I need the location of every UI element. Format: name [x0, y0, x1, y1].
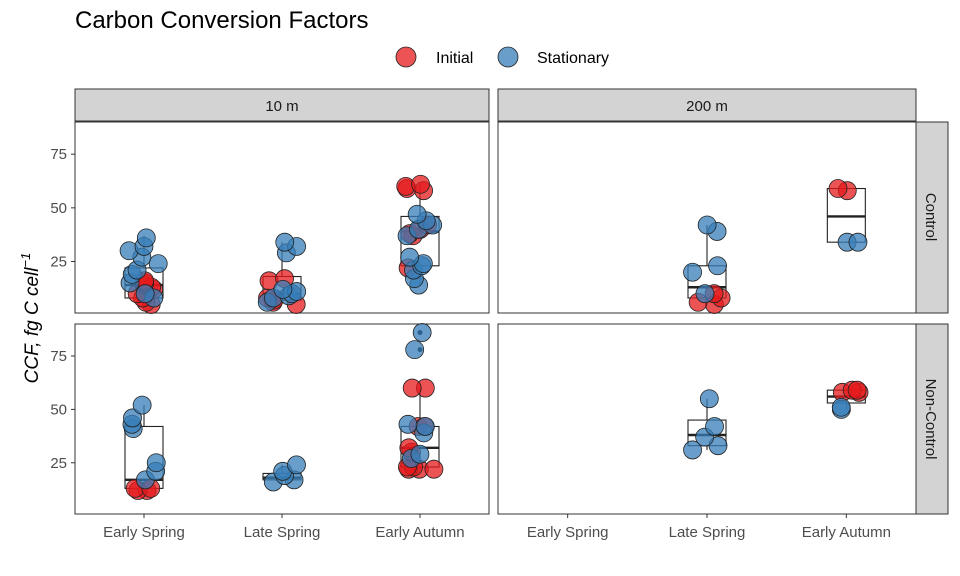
- panel-border: [497, 121, 917, 314]
- data-point-stationary: [148, 254, 168, 274]
- x-tick-label: Late Spring: [669, 524, 746, 541]
- y-tick-label: 25: [50, 455, 67, 472]
- data-point-stationary: [683, 262, 702, 282]
- legend-initial-swatch: [395, 46, 417, 68]
- data-point-stationary: [135, 284, 155, 304]
- data-point-stationary: [123, 408, 142, 428]
- y-axis-label-main: CCF, fg C cell: [22, 267, 43, 384]
- strip-row-noncontrol: [915, 323, 949, 515]
- data-point-initial: [411, 174, 430, 194]
- x-tick-label: Early Spring: [103, 524, 185, 541]
- data-point-stationary: [415, 417, 435, 436]
- legend-stationary-label: Stationary: [537, 50, 609, 67]
- data-point-stationary: [699, 389, 719, 409]
- y-tick-label: 50: [50, 401, 67, 418]
- data-point-stationary: [146, 453, 166, 473]
- x-tick-label: Early Autumn: [802, 524, 891, 541]
- y-axis-label-exponent: −1: [18, 253, 33, 268]
- x-tick-label: Early Autumn: [375, 524, 464, 541]
- data-point-stationary: [695, 284, 715, 304]
- plot-area: 25 50 75 25 50 75 Early Spring Late Spring Early…: [50, 121, 917, 541]
- strip-col-200m: [497, 88, 917, 122]
- x-tick-label: Late Spring: [244, 524, 321, 541]
- data-point-stationary: [708, 436, 728, 456]
- y-axis-label: CCF, fg C cell−1: [18, 253, 43, 384]
- strip-row-noncontrol-label: Non-Control: [922, 379, 939, 460]
- y-tick-label: 25: [50, 253, 67, 270]
- data-point-stationary: [275, 232, 295, 252]
- data-point-initial: [847, 380, 867, 400]
- data-point-stationary: [136, 228, 156, 248]
- data-point-stationary: [287, 455, 306, 475]
- data-point-stationary: [848, 232, 868, 252]
- data-point-stationary: [831, 397, 851, 417]
- data-point-stationary: [708, 256, 727, 276]
- data-point-initial: [828, 179, 848, 198]
- strip-row-control: [915, 121, 949, 314]
- data-point-stationary: [407, 204, 427, 224]
- data-point-stationary: [405, 340, 425, 360]
- y-tick-label: 75: [50, 146, 67, 163]
- chart-title: Carbon Conversion Factors: [75, 7, 368, 34]
- strips: 10 m 200 m Control Non-Control: [74, 88, 949, 515]
- x-tick-label: Early Spring: [527, 524, 609, 541]
- data-point-stationary: [697, 215, 717, 235]
- y-tick-label: 75: [50, 348, 67, 365]
- panel-border: [74, 121, 490, 314]
- data-point-initial: [424, 459, 444, 479]
- data-point-stationary: [273, 279, 293, 299]
- strip-col-10m: [74, 88, 490, 122]
- data-point-stationary: [398, 414, 418, 434]
- strip-row-control-label: Control: [922, 193, 939, 241]
- data-point-initial: [402, 378, 422, 398]
- legend-stationary-swatch: [497, 46, 519, 68]
- strip-col-10m-label: 10 m: [265, 98, 298, 115]
- data-point-stationary: [683, 440, 702, 460]
- legend: Initial Stationary: [395, 46, 609, 68]
- data-point-stationary: [705, 417, 724, 436]
- data-point-stationary: [400, 247, 420, 267]
- data-point-stationary: [132, 395, 152, 415]
- data-point-stationary: [410, 444, 430, 464]
- y-tick-label: 50: [50, 200, 67, 217]
- legend-initial-label: Initial: [436, 50, 473, 67]
- strip-col-200m-label: 200 m: [686, 98, 728, 115]
- data-point-stationary: [412, 323, 432, 342]
